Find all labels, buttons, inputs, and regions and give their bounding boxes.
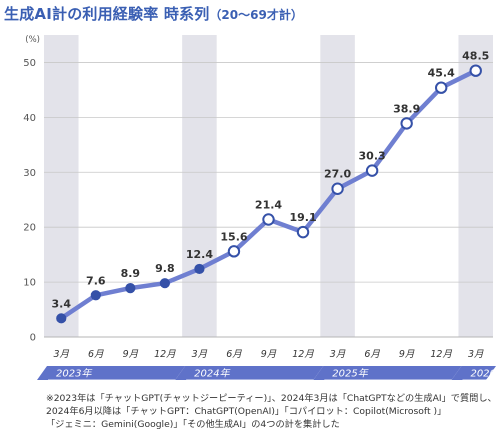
data-point-8 xyxy=(331,182,344,195)
data-label-12: 48.5 xyxy=(462,50,489,63)
data-point-5 xyxy=(227,245,241,258)
shaded-column-12 xyxy=(458,35,493,337)
data-label-8: 27.0 xyxy=(324,168,351,181)
data-label-7: 19.1 xyxy=(289,211,316,224)
data-point-12 xyxy=(469,64,482,77)
y-tick-label-20: 20 xyxy=(23,223,36,234)
footnote-line-1: ※2023年は「チャットGPT(チャットジーピーティー)」、2024年3月は「C… xyxy=(46,393,497,404)
data-label-0: 3.4 xyxy=(52,297,72,310)
y-tick-label-50: 50 xyxy=(23,58,36,69)
footnote-line-3: 「ジェミニ：Gemini(Google)」「その他生成AI」の4つの計を集計した xyxy=(46,419,340,430)
data-label-4: 12.4 xyxy=(186,248,213,261)
shaded-column-0 xyxy=(44,35,79,337)
y-tick-label-0: 0 xyxy=(30,333,36,344)
x-tick-label-12: 3月 xyxy=(468,349,484,360)
footnote-line-2: 2024年6月以降は「チャットGPT：ChatGPT(OpenAI)」「コパイロ… xyxy=(46,406,447,417)
data-point-7 xyxy=(296,225,310,239)
x-tick-label-10: 9月 xyxy=(399,349,415,360)
x-tick-label-11: 12月 xyxy=(430,349,452,360)
x-tick-label-6: 9月 xyxy=(261,349,277,360)
data-label-5: 15.6 xyxy=(220,230,247,243)
x-tick-label-4: 3月 xyxy=(192,349,208,360)
y-axis-unit-label: (%) xyxy=(25,35,40,45)
x-tick-label-1: 6月 xyxy=(88,349,104,360)
y-tick-label-10: 10 xyxy=(23,278,36,289)
data-label-6: 21.4 xyxy=(255,198,282,211)
x-tick-label-7: 12月 xyxy=(292,349,314,360)
data-point-1 xyxy=(90,290,101,301)
data-label-1: 7.6 xyxy=(86,274,106,287)
year-band-0 xyxy=(37,366,186,380)
line-chart: 0 10 20 30 40 50 (%) 3.4 7.6 8.9 9.8 12.4 15.6 21.4 19… xyxy=(23,35,500,380)
data-label-9: 30.3 xyxy=(359,150,386,163)
year-band-2 xyxy=(313,366,462,380)
data-label-11: 45.4 xyxy=(428,67,455,80)
data-point-4 xyxy=(194,263,205,275)
x-tick-label-3: 12月 xyxy=(154,349,176,360)
year-label-0: 2023年 xyxy=(56,368,92,380)
data-point-0 xyxy=(56,313,67,324)
data-label-2: 8.9 xyxy=(121,267,141,280)
data-point-11 xyxy=(434,81,448,94)
x-tick-label-0: 3月 xyxy=(53,349,69,360)
year-label-1: 2024年 xyxy=(194,368,230,380)
data-point-10 xyxy=(400,117,413,130)
year-band-3 xyxy=(451,366,496,380)
data-point-6 xyxy=(262,213,275,226)
year-band-1 xyxy=(175,366,324,380)
chart-title-sub: （20～69才計） xyxy=(209,8,303,22)
y-tick-label-30: 30 xyxy=(23,168,36,179)
x-tick-label-2: 9月 xyxy=(123,349,139,360)
data-label-10: 38.9 xyxy=(393,102,420,115)
year-label-3: 2026年 xyxy=(470,368,500,380)
data-point-3 xyxy=(159,278,170,289)
y-tick-label-40: 40 xyxy=(23,113,36,124)
x-tick-label-8: 3月 xyxy=(330,349,346,360)
data-point-2 xyxy=(125,283,136,294)
shaded-column-4 xyxy=(182,35,217,337)
data-point-9 xyxy=(365,164,379,177)
x-tick-label-5: 6月 xyxy=(226,349,242,360)
x-tick-label-9: 6月 xyxy=(364,349,380,360)
data-label-3: 9.8 xyxy=(155,262,175,275)
year-label-2: 2025年 xyxy=(332,368,368,380)
chart-title-main: 生成AI計の利用経験率 時系列 xyxy=(4,5,210,23)
chart-title: 生成AI計の利用経験率 時系列（20～69才計） xyxy=(4,3,303,25)
